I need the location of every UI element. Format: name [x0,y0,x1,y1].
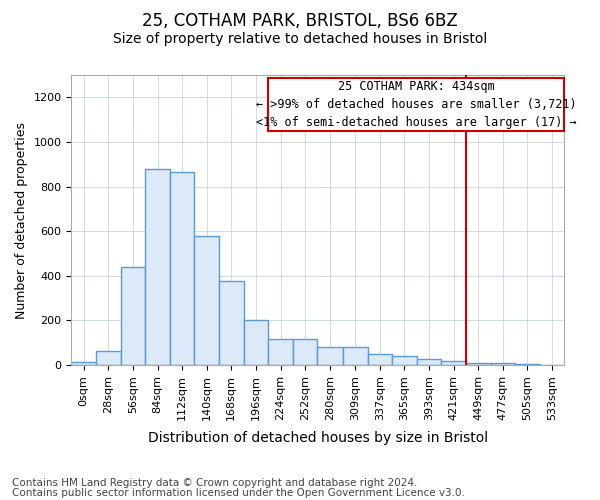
Bar [293,339,317,365]
Bar [343,346,368,365]
Text: 25 COTHAM PARK: 434sqm
← >99% of detached houses are smaller (3,721)
<1% of semi: 25 COTHAM PARK: 434sqm ← >99% of detache… [256,80,577,129]
Bar [71,362,96,365]
Bar [194,236,219,365]
Text: Size of property relative to detached houses in Bristol: Size of property relative to detached ho… [113,32,487,46]
Bar [244,320,268,365]
Bar [170,172,194,365]
Text: Contains HM Land Registry data © Crown copyright and database right 2024.: Contains HM Land Registry data © Crown c… [12,478,418,488]
Bar [417,360,442,365]
Bar [219,282,244,365]
Text: 25, COTHAM PARK, BRISTOL, BS6 6BZ: 25, COTHAM PARK, BRISTOL, BS6 6BZ [142,12,458,30]
Bar [121,267,145,365]
Bar [442,361,466,365]
X-axis label: Distribution of detached houses by size in Bristol: Distribution of detached houses by size … [148,431,488,445]
Bar [515,364,540,365]
Y-axis label: Number of detached properties: Number of detached properties [15,122,28,318]
Bar [268,339,293,365]
Bar [466,363,491,365]
Bar [491,364,515,365]
Bar [317,346,343,365]
FancyBboxPatch shape [268,78,565,131]
Bar [145,168,170,365]
Bar [392,356,417,365]
Text: Contains public sector information licensed under the Open Government Licence v3: Contains public sector information licen… [12,488,465,498]
Bar [368,354,392,365]
Bar [96,350,121,365]
